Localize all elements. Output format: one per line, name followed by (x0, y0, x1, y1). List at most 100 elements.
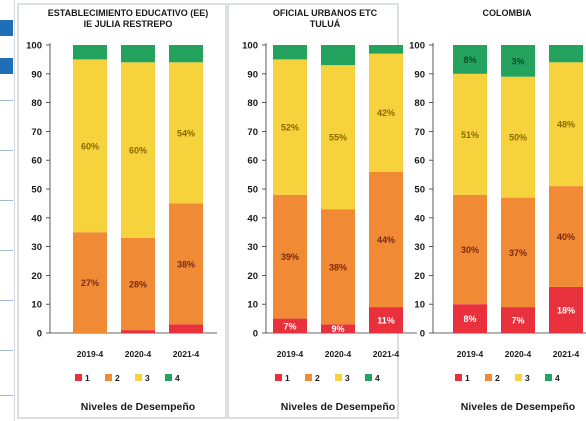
data-label: 44% (377, 235, 395, 245)
bar-segment-level-3 (501, 76, 535, 198)
legend-label: 4 (555, 373, 560, 383)
bar-segment-level-4 (369, 45, 403, 54)
data-label: 8% (463, 55, 476, 65)
legend-swatch (455, 374, 462, 381)
y-tick-label: 20 (247, 271, 258, 282)
bar-segment-level-3 (121, 62, 155, 238)
legend-label: 2 (315, 373, 320, 383)
legend-swatch (515, 374, 522, 381)
data-label: 7% (283, 321, 296, 331)
bar-segment-level-4 (453, 45, 487, 74)
legend-swatch (135, 374, 142, 381)
y-tick-label: 80 (247, 98, 258, 109)
legend-swatch (365, 374, 372, 381)
y-tick-label: 50 (31, 185, 42, 196)
legend-label: 1 (85, 373, 90, 383)
y-tick-label: 40 (247, 213, 258, 224)
y-tick-label: 10 (247, 300, 258, 311)
bar-segment-level-2 (501, 197, 535, 308)
bar-segment-level-4 (121, 45, 155, 63)
data-label: 8% (463, 314, 476, 324)
data-label: 39% (281, 252, 299, 262)
y-tick-label: 100 (242, 41, 258, 52)
panel-frame (17, 3, 227, 419)
edge-accent-tab (0, 58, 13, 74)
bar-segment-level-4 (73, 45, 107, 60)
y-tick-label: 0 (420, 329, 425, 340)
x-tick-label: 2019-4 (457, 349, 484, 359)
x-tick-label: 2020-4 (325, 349, 352, 359)
data-label: 60% (81, 141, 99, 151)
bar-segment-level-1 (501, 307, 535, 333)
bar-segment-level-1 (369, 307, 403, 333)
data-label: 38% (329, 262, 347, 272)
data-label: 40% (557, 232, 575, 242)
chart-title-line: COLOMBIA (483, 8, 532, 18)
bar-segment-level-1 (121, 330, 155, 333)
legend-swatch (545, 374, 552, 381)
y-tick-label: 80 (414, 98, 425, 109)
y-tick-label: 50 (247, 185, 258, 196)
y-tick-label: 0 (253, 329, 258, 340)
y-tick-label: 40 (414, 213, 425, 224)
legend-swatch (105, 374, 112, 381)
y-tick-label: 80 (31, 98, 42, 109)
legend-label: 1 (465, 373, 470, 383)
bar-segment-level-1 (273, 318, 307, 333)
y-tick-label: 60 (247, 156, 258, 167)
bar-segment-level-3 (369, 53, 403, 172)
bar-segment-level-4 (501, 45, 535, 77)
x-tick-label: 2020-4 (125, 349, 152, 359)
x-tick-label: 2021-4 (553, 349, 580, 359)
chart-title-line: TULUÁ (310, 19, 341, 29)
data-label: 9% (331, 324, 344, 334)
bar-segment-level-3 (73, 59, 107, 233)
y-tick-label: 100 (26, 41, 42, 52)
legend-swatch (305, 374, 312, 381)
y-tick-label: 40 (31, 213, 42, 224)
y-tick-label: 10 (414, 300, 425, 311)
edge-divider (0, 100, 13, 101)
legend-swatch (165, 374, 172, 381)
bar-segment-level-4 (273, 45, 307, 60)
edge-divider (0, 200, 13, 201)
data-label: 60% (129, 146, 147, 156)
y-tick-label: 0 (37, 329, 42, 340)
bar-segment-level-3 (453, 73, 487, 195)
data-label: 52% (281, 123, 299, 133)
data-label: 28% (129, 280, 147, 290)
x-tick-label: 2021-4 (373, 349, 400, 359)
legend-label: 2 (495, 373, 500, 383)
x-tick-label: 2020-4 (505, 349, 532, 359)
data-label: 18% (557, 305, 575, 315)
x-tick-label: 2019-4 (77, 349, 104, 359)
edge-divider (0, 300, 13, 301)
bar-segment-level-2 (73, 232, 107, 333)
bar-segment-level-1 (453, 304, 487, 333)
data-label: 38% (177, 259, 195, 269)
chart-title-line: IE JULIA RESTREPO (84, 19, 173, 29)
y-tick-label: 30 (414, 242, 425, 253)
left-edge-strip (0, 0, 15, 421)
bar-segment-level-3 (321, 65, 355, 210)
chart-panel-3: COLOMBIA 0 10 20 30 40 50 60 70 80 90 100 8% 30% 51% 8%… (409, 8, 586, 413)
data-label: 48% (557, 120, 575, 130)
y-tick-label: 10 (31, 300, 42, 311)
bar-segment-level-2 (549, 186, 583, 287)
data-label: 55% (329, 133, 347, 143)
y-tick-label: 90 (247, 69, 258, 80)
bar-segment-level-3 (549, 62, 583, 187)
chart-title-line: OFICIAL URBANOS ETC (273, 8, 378, 18)
y-tick-label: 50 (414, 185, 425, 196)
data-label: 51% (461, 130, 479, 140)
y-tick-label: 70 (31, 127, 42, 138)
y-tick-label: 30 (247, 242, 258, 253)
edge-divider (0, 395, 13, 396)
bar-segment-level-2 (453, 194, 487, 305)
data-label: 27% (81, 278, 99, 288)
bar-segment-level-3 (169, 62, 203, 204)
bar-segment-level-4 (549, 45, 583, 63)
bar-segment-level-4 (169, 45, 203, 63)
legend-label: 3 (525, 373, 530, 383)
